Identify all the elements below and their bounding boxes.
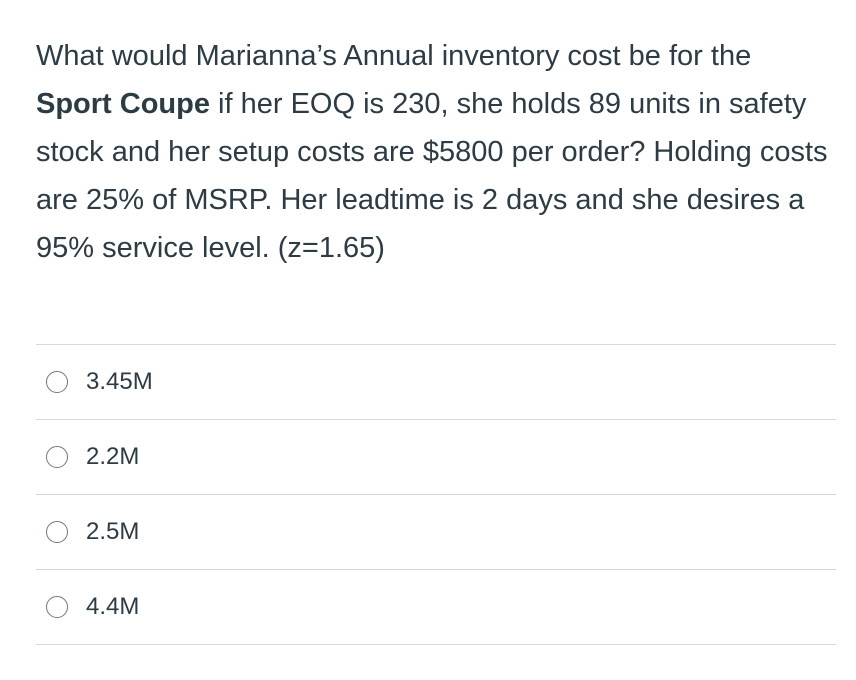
answer-label: 4.4M [86, 593, 140, 620]
radio-button-icon[interactable] [46, 596, 68, 618]
question-product-name: Sport Coupe [36, 88, 210, 120]
question-text: What would Marianna’s Annual inventory c… [36, 32, 836, 272]
radio-button-icon[interactable] [46, 371, 68, 393]
answer-option-3[interactable]: 2.5M [36, 495, 836, 570]
answer-label: 3.45M [86, 368, 153, 395]
answer-option-1[interactable]: 3.45M [36, 345, 836, 420]
radio-button-icon[interactable] [46, 521, 68, 543]
answer-option-2[interactable]: 2.2M [36, 420, 836, 495]
answer-options: 3.45M 2.2M 2.5M 4.4M [36, 344, 836, 645]
question-text-part2: if her EOQ is 230, she holds 89 units in… [36, 88, 828, 264]
radio-button-icon[interactable] [46, 446, 68, 468]
answer-label: 2.2M [86, 443, 140, 470]
answer-label: 2.5M [86, 518, 140, 545]
question-text-part1: What would Marianna’s Annual inventory c… [36, 40, 752, 72]
answer-option-4[interactable]: 4.4M [36, 570, 836, 645]
